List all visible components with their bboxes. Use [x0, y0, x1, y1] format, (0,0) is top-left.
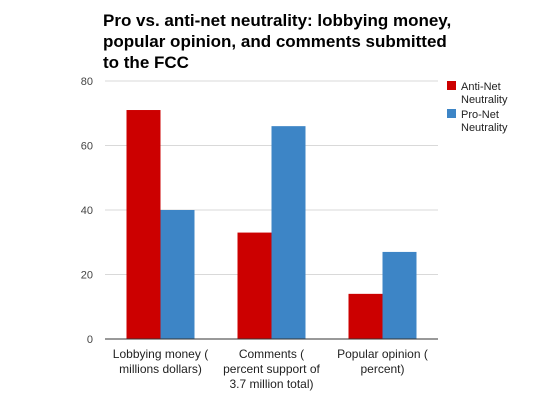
- bar: [271, 126, 306, 340]
- y-tick-label: 60: [81, 141, 93, 153]
- bar: [237, 232, 272, 339]
- x-category-label: percent support of: [223, 362, 320, 376]
- bar: [126, 110, 161, 340]
- x-axis-categories: Lobbying money (millions dollars) Comment…: [113, 347, 428, 391]
- y-axis-ticks: 0 20 40 60 80: [81, 76, 93, 346]
- y-tick-label: 80: [81, 76, 93, 88]
- bar: [382, 251, 417, 339]
- legend-label: Neutrality: [461, 122, 508, 134]
- chart-title-line: to the FCC: [103, 53, 189, 72]
- chart-title-line: Pro vs. anti-net neutrality: lobbying mo…: [103, 11, 451, 30]
- x-category-label: millions dollars): [119, 362, 202, 376]
- y-tick-label: 0: [87, 334, 93, 346]
- legend-label: Anti-Net: [461, 81, 501, 93]
- bar: [348, 293, 383, 339]
- legend-swatch: [447, 109, 456, 118]
- legend-label: Pro-Net: [461, 109, 499, 121]
- legend-swatch: [447, 81, 456, 90]
- x-category-label: Lobbying money (: [113, 347, 208, 361]
- legend-label: Neutrality: [461, 94, 508, 106]
- chart-title: Pro vs. anti-net neutrality: lobbying mo…: [103, 11, 451, 72]
- y-tick-label: 40: [81, 205, 93, 217]
- y-tick-label: 20: [81, 270, 93, 282]
- x-category-label: Popular opinion (: [337, 347, 428, 361]
- bar: [160, 210, 195, 339]
- x-category-label: 3.7 million total): [229, 377, 313, 391]
- bars: [126, 110, 417, 340]
- x-category-label: percent): [360, 362, 404, 376]
- x-category-label: Comments (: [239, 347, 304, 361]
- chart-title-line: popular opinion, and comments submitted: [103, 32, 447, 51]
